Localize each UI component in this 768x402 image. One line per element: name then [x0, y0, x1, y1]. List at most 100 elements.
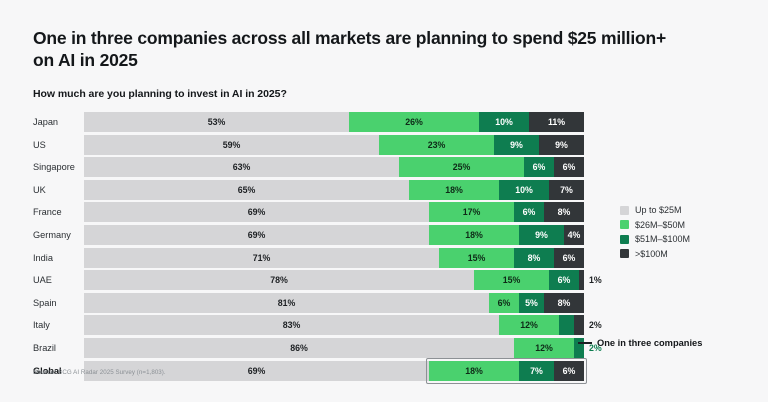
segment-outside-value: 2%: [589, 342, 602, 353]
segment-value: 12%: [520, 320, 538, 331]
row-label-japan: Japan: [33, 117, 59, 127]
segment-value: 86%: [290, 342, 308, 353]
segment-value: 10%: [495, 117, 513, 127]
row-label-france: France: [33, 207, 62, 218]
legend-item[interactable]: Up to $25M: [620, 203, 690, 218]
bar-track: 63% 25% 6% 6%: [84, 157, 584, 178]
bar-segment: 83%: [84, 315, 499, 336]
chart-row: US 59% 23% 9% 9%: [33, 134, 733, 155]
segment-value: 17%: [462, 207, 481, 218]
legend-label: >$100M: [635, 248, 668, 259]
bar-segment: 4%: [564, 224, 584, 245]
legend-item[interactable]: $51M–$100M: [620, 232, 690, 247]
bar-track: 53% 26% 10% 11%: [84, 112, 584, 132]
bar-segment: 69%: [84, 202, 429, 223]
segment-value: 8%: [557, 207, 571, 218]
segment-value: 26%: [405, 117, 423, 127]
bar-track: 81% 6% 5% 8%: [84, 292, 584, 313]
segment-value: 69%: [247, 207, 266, 218]
bar-segment: [574, 337, 584, 358]
chart-row: Japan 53% 26% 10% 11%: [33, 112, 733, 132]
segment-value: 81%: [277, 297, 296, 308]
source-note: Source: BCG AI Radar 2025 Survey (n=1,80…: [33, 369, 166, 376]
bar-track: 71% 15% 8% 6%: [84, 247, 584, 268]
row-label-singapore: Singapore: [33, 162, 75, 173]
bar-track: 69% 18% 7% 6%: [84, 360, 584, 381]
bar-segment: 25%: [399, 157, 524, 178]
bar-segment: 71%: [84, 247, 439, 268]
segment-value: 9%: [535, 229, 548, 240]
legend-swatch-icon: [620, 220, 629, 230]
bar-segment: 6%: [554, 360, 584, 381]
bar-segment: 15%: [474, 270, 549, 291]
chart-subtitle: How much are you planning to invest in A…: [33, 88, 287, 100]
segment-value: 5%: [525, 297, 538, 308]
segment-value: 12%: [535, 342, 553, 353]
bar-segment: 78%: [84, 270, 474, 291]
segment-value: 18%: [465, 365, 483, 376]
segment-value: 18%: [465, 229, 483, 240]
segment-value: 69%: [247, 365, 266, 376]
segment-outside-value: 2%: [589, 320, 602, 331]
bar-segment: 59%: [84, 134, 379, 155]
bar-segment: 17%: [429, 202, 514, 223]
legend-item[interactable]: >$100M: [620, 247, 690, 262]
bar-track: 65% 18% 10% 7%: [84, 179, 584, 200]
segment-value: 8%: [527, 252, 541, 263]
bar-segment: 8%: [514, 247, 554, 268]
bar-segment: 81%: [84, 292, 489, 313]
bar-segment: 8%: [544, 202, 584, 223]
bar-segment: 12%: [514, 337, 574, 358]
legend-label: Up to $25M: [635, 205, 682, 216]
chart-row: UK 65% 18% 10% 7%: [33, 179, 733, 200]
chart-row: Italy 2% 83% 12% 3%: [33, 315, 733, 336]
segment-value: 7%: [560, 184, 573, 195]
row-label-brazil: Brazil: [33, 342, 56, 353]
legend-label: $51M–$100M: [635, 234, 691, 245]
bar-track: 83% 12% 3%: [84, 315, 584, 336]
bar-segment: 9%: [539, 134, 584, 155]
stacked-bar-chart: Japan 53% 26% 10% 11% US 59% 23% 9% 9% Singapore 63…: [33, 112, 733, 384]
source-label: Source:: [33, 369, 57, 376]
bar-segment: 69%: [84, 360, 429, 381]
row-label-uae: UAE: [33, 275, 52, 286]
segment-value: 23%: [427, 139, 446, 150]
segment-value: 25%: [452, 162, 471, 173]
row-label-italy: Italy: [33, 320, 50, 331]
chart-legend: Up to $25M $26M–$50M $51M–$100M >$100M: [620, 203, 690, 261]
bar-segment: 7%: [519, 360, 554, 381]
segment-value: 6%: [522, 207, 536, 218]
chart-row: Brazil 2% 86% 12%: [33, 337, 733, 358]
segment-value: 11%: [547, 117, 566, 127]
segment-value: 6%: [557, 275, 571, 286]
bar-segment: 63%: [84, 157, 399, 178]
chart-row: Spain 81% 6% 5% 8%: [33, 292, 733, 313]
callout-label: One in three companies: [597, 338, 703, 348]
bar-segment: 18%: [429, 224, 519, 245]
legend-item[interactable]: $26M–$50M: [620, 218, 690, 233]
bar-track: 86% 12%: [84, 337, 584, 358]
segment-value: 9%: [555, 139, 568, 150]
source-text: BCG AI Radar 2025 Survey (n=1,803).: [58, 369, 166, 376]
segment-value: 7%: [530, 365, 543, 376]
bar-segment: 12%: [499, 315, 559, 336]
bar-track: 78% 15% 6%: [84, 270, 584, 291]
segment-value: 18%: [445, 184, 463, 195]
segment-value: 8%: [557, 297, 571, 308]
bar-segment: 23%: [379, 134, 494, 155]
bar-segment: 18%: [409, 179, 499, 200]
bar-segment: [579, 270, 584, 291]
bar-segment: 6%: [549, 270, 579, 291]
bar-segment: 10%: [499, 179, 549, 200]
bar-segment: 5%: [519, 292, 544, 313]
segment-value: 15%: [502, 275, 521, 286]
callout-leader-line: [578, 342, 592, 344]
bar-segment: 18%: [429, 360, 519, 381]
segment-value: 6%: [562, 162, 576, 173]
bar-segment: 6%: [514, 202, 544, 223]
segment-value: 63%: [232, 162, 251, 173]
row-label-us: US: [33, 139, 46, 150]
legend-swatch-icon: [620, 234, 629, 244]
bar-track: 59% 23% 9% 9%: [84, 134, 584, 155]
bar-segment: 65%: [84, 179, 409, 200]
